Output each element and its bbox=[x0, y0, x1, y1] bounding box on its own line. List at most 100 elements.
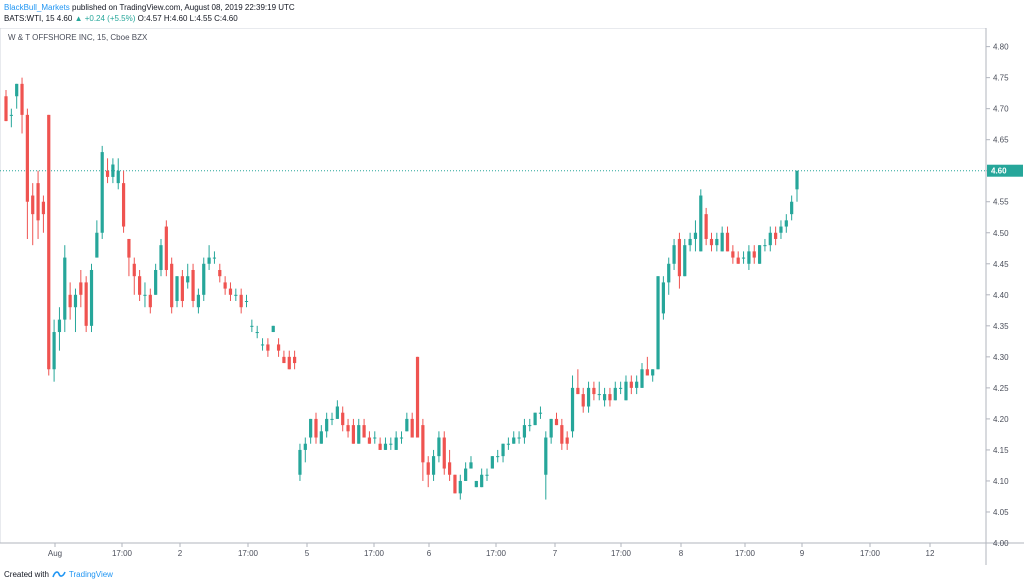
candle-body bbox=[415, 356, 420, 438]
candle-body bbox=[234, 294, 238, 296]
candle-body bbox=[63, 257, 67, 320]
candle-body bbox=[143, 294, 147, 296]
chart-area[interactable]: 4.80 4.75 4.70 4.65 4.60 4.55 4.50 4.45 4.40 4.35… bbox=[0, 27, 1024, 565]
x-tick-label: 8 bbox=[679, 549, 684, 558]
last-price-badge bbox=[987, 164, 1023, 177]
x-tick-label: 17:00 bbox=[735, 549, 756, 558]
candle-body bbox=[73, 294, 78, 308]
ohlc-values: O:4.57 H:4.60 L:4.55 C:4.60 bbox=[137, 14, 238, 23]
x-tick-label: 17:00 bbox=[238, 549, 259, 558]
candle-body bbox=[517, 437, 521, 439]
candle-body bbox=[570, 387, 575, 432]
candle-body bbox=[276, 344, 281, 351]
y-tick-label: 4.15 bbox=[993, 446, 1009, 455]
candle-body bbox=[9, 114, 13, 116]
symbol-line: BATS:WTI, 15 4.60 ▲ +0.24 (+5.5%) O:4.57… bbox=[4, 13, 1020, 24]
candle-body bbox=[442, 437, 446, 469]
candle-body bbox=[378, 443, 382, 450]
candle-body bbox=[784, 220, 788, 227]
candle-body bbox=[228, 288, 233, 295]
candle-body bbox=[485, 474, 489, 476]
candle-body bbox=[667, 263, 671, 283]
candle-body bbox=[736, 257, 740, 264]
candle-body bbox=[741, 257, 746, 259]
y-tick-label: 4.80 bbox=[993, 43, 1009, 52]
candle-body bbox=[421, 425, 425, 463]
candle-body bbox=[138, 276, 142, 295]
y-tick-label: 4.05 bbox=[993, 508, 1009, 517]
candle-body bbox=[768, 232, 772, 246]
candle-body bbox=[458, 480, 462, 494]
candle-body bbox=[538, 412, 543, 414]
candle-body bbox=[298, 449, 302, 475]
candle-body bbox=[303, 443, 307, 450]
candle-body bbox=[260, 344, 265, 346]
candle-body bbox=[709, 238, 714, 246]
tradingview-brand-link[interactable]: TradingView bbox=[68, 570, 113, 579]
candle-body bbox=[111, 164, 115, 177]
candle-body bbox=[116, 170, 120, 184]
candle-body bbox=[389, 443, 393, 445]
y-tick-label: 4.75 bbox=[993, 74, 1009, 83]
candle-body bbox=[79, 282, 83, 295]
candle-body bbox=[68, 294, 72, 308]
candle-body bbox=[383, 443, 388, 450]
price-chart[interactable]: 4.80 4.75 4.70 4.65 4.60 4.55 4.50 4.45 4.40 4.35… bbox=[0, 27, 1024, 565]
candle-body bbox=[613, 387, 617, 401]
candle-body bbox=[373, 437, 377, 439]
candle-body bbox=[175, 276, 179, 302]
candle-body bbox=[394, 437, 398, 450]
published-text: published on TradingView.com, August 08,… bbox=[69, 3, 295, 12]
candle-body bbox=[720, 232, 724, 252]
candle-body bbox=[31, 195, 35, 215]
candle-body bbox=[619, 387, 623, 389]
x-tick-label: 9 bbox=[800, 549, 805, 558]
candle-body bbox=[154, 269, 158, 295]
candle-body bbox=[725, 232, 730, 252]
candle-body bbox=[480, 474, 484, 488]
candle-body bbox=[426, 462, 430, 475]
x-tick-label: 12 bbox=[926, 549, 935, 558]
candle-body bbox=[89, 269, 94, 326]
candle-body bbox=[244, 301, 249, 303]
candle-body bbox=[212, 257, 217, 259]
candle-body bbox=[533, 412, 537, 426]
candle-body bbox=[645, 369, 649, 376]
candle-body bbox=[239, 294, 243, 308]
candle-body bbox=[132, 263, 136, 277]
candle-body bbox=[496, 456, 500, 458]
candle-body bbox=[640, 369, 644, 388]
candle-body bbox=[677, 238, 682, 277]
author-link[interactable]: BlackBull_Markets bbox=[4, 3, 70, 12]
candle-body bbox=[325, 418, 329, 432]
candle-body bbox=[431, 456, 436, 475]
candle-body bbox=[15, 83, 19, 97]
candle-body bbox=[207, 257, 211, 264]
candle-body bbox=[624, 381, 628, 401]
candle-body bbox=[164, 226, 168, 270]
candle-body bbox=[763, 245, 767, 247]
publish-line: BlackBull_Markets published on TradingVi… bbox=[4, 2, 1020, 13]
candle-body bbox=[672, 245, 676, 264]
candle-body bbox=[774, 232, 778, 239]
candle-body bbox=[528, 425, 532, 427]
y-tick-label: 4.20 bbox=[993, 415, 1009, 424]
candle-body bbox=[522, 425, 527, 438]
candle-body bbox=[52, 332, 56, 370]
x-tick-label: 2 bbox=[178, 549, 183, 558]
candle-body bbox=[512, 437, 516, 444]
candle-body bbox=[223, 282, 227, 289]
candle-body bbox=[661, 282, 665, 314]
candle-body bbox=[180, 276, 184, 302]
last-price-label: 4.60 bbox=[991, 167, 1007, 176]
candle-body bbox=[25, 114, 29, 202]
x-tick-label: 5 bbox=[305, 549, 310, 558]
candle-body bbox=[100, 152, 104, 233]
candle-body bbox=[490, 456, 494, 469]
candle-body bbox=[186, 276, 190, 283]
candle-body bbox=[474, 480, 478, 488]
candle-body bbox=[170, 263, 174, 308]
x-tick-label: 17:00 bbox=[611, 549, 632, 558]
candle-body bbox=[501, 443, 505, 457]
x-tick-label: 17:00 bbox=[486, 549, 507, 558]
